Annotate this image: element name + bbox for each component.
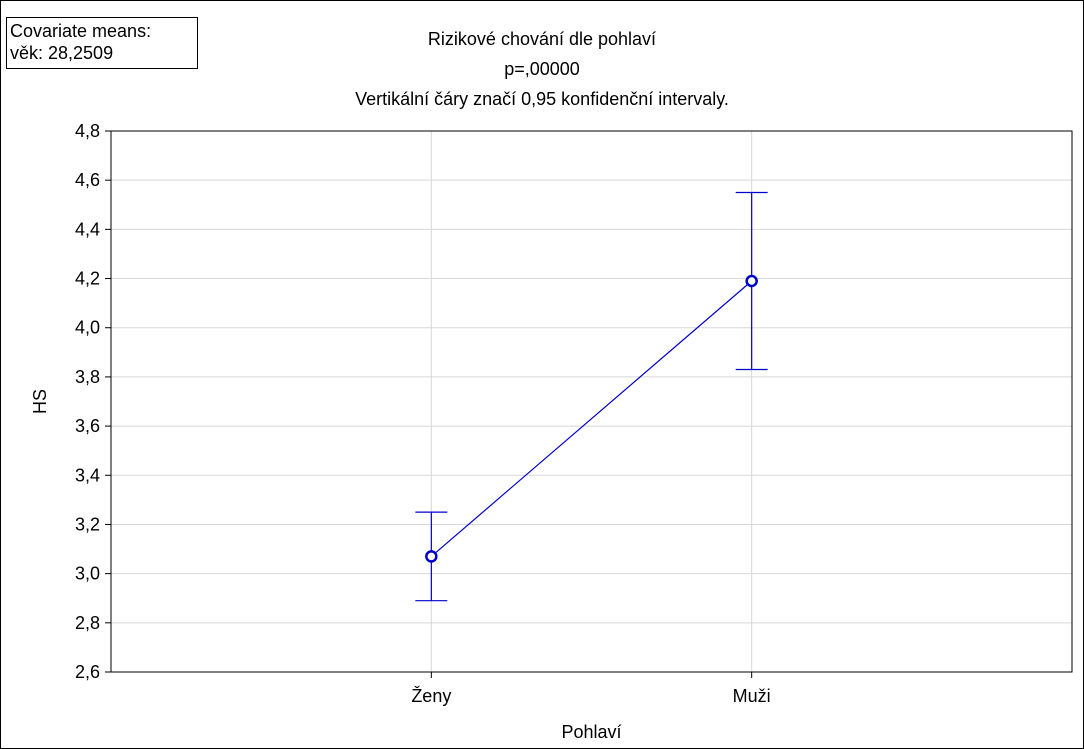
y-tick-label: 3,4: [75, 465, 100, 485]
y-axis-label: HS: [30, 389, 50, 414]
chart-title: Rizikové chování dle pohlaví: [427, 29, 657, 49]
y-tick-label: 4,0: [75, 318, 100, 338]
covariate-means-box: Covariate means: věk: 28,2509: [6, 17, 198, 69]
series-group: [415, 191, 768, 602]
y-tick-label: 3,2: [75, 514, 100, 534]
y-tick-label: 3,6: [75, 416, 100, 436]
x-tick-label: Muži: [733, 686, 771, 706]
data-point: [745, 274, 758, 288]
y-tick-label: 3,8: [75, 367, 100, 387]
chart-subtitle-2: Vertikální čáry značí 0,95 konfidenční i…: [355, 89, 729, 109]
covariate-value: věk: 28,2509: [10, 43, 114, 63]
y-tick-label: 2,8: [75, 613, 100, 633]
data-point: [425, 550, 438, 563]
x-axis-ticks: Ženy Muži: [411, 672, 771, 706]
y-tick-label: 4,2: [75, 269, 100, 289]
y-tick-label: 4,6: [75, 170, 100, 190]
y-tick-label: 4,8: [75, 121, 100, 141]
y-tick-label: 2,6: [75, 662, 100, 682]
series-line: [430, 280, 753, 557]
y-axis-ticks: 2,6 2,8 3,0 3,2 3,4 3,6 3,8 4,0 4,2 4,4 4,6 4,8: [75, 121, 111, 682]
chart-subtitle: p=,00000: [504, 59, 580, 79]
grid-lines: [111, 131, 1072, 672]
y-tick-label: 4,4: [75, 219, 100, 239]
y-tick-label: 3,0: [75, 564, 100, 584]
plot-area: [110, 130, 1073, 673]
covariate-label: Covariate means:: [10, 21, 152, 41]
x-tick-label: Ženy: [411, 686, 451, 706]
x-axis-label: Pohlaví: [561, 722, 621, 742]
